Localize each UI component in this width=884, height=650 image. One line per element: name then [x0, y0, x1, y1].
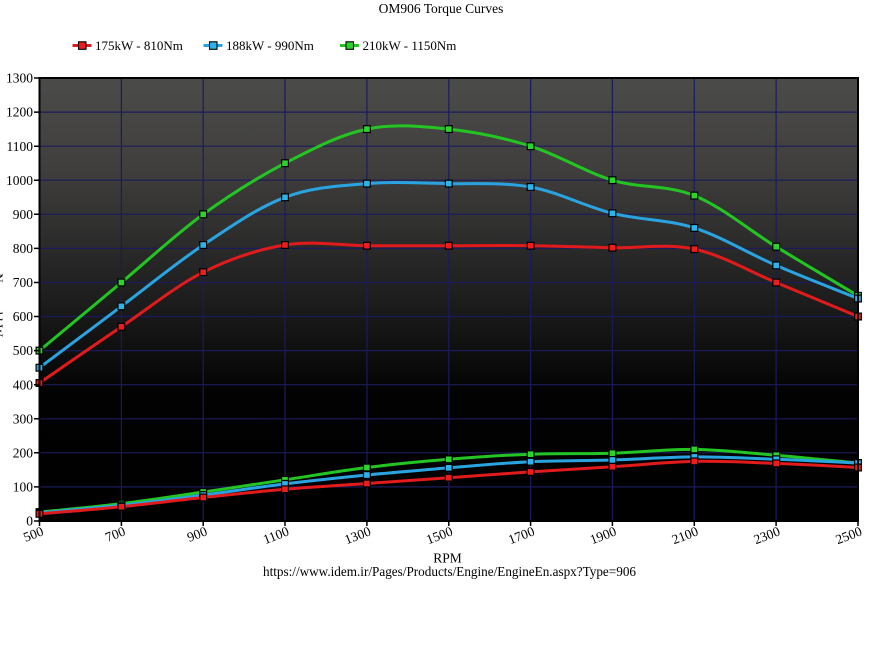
svg-text:1200: 1200: [6, 105, 33, 120]
svg-text:700: 700: [13, 275, 34, 290]
svg-text:RPM: RPM: [433, 551, 462, 566]
svg-text:210kW - 1150Nm: 210kW - 1150Nm: [363, 38, 457, 53]
svg-text:400: 400: [13, 377, 34, 392]
svg-text:1700: 1700: [506, 523, 537, 547]
svg-text:175kW - 810Nm: 175kW - 810Nm: [95, 38, 183, 53]
svg-text:100: 100: [13, 480, 34, 495]
svg-text:900: 900: [185, 523, 210, 544]
svg-text:https://www.idem.ir/Pages/Prod: https://www.idem.ir/Pages/Products/Engin…: [263, 564, 636, 579]
svg-text:800: 800: [13, 241, 34, 256]
svg-text:1900: 1900: [588, 523, 619, 547]
svg-text:2100: 2100: [670, 523, 701, 547]
svg-text:600: 600: [13, 309, 34, 324]
svg-text:300: 300: [13, 411, 34, 426]
svg-text:1000: 1000: [6, 173, 33, 188]
svg-text:700: 700: [103, 523, 128, 544]
svg-text:500: 500: [21, 523, 46, 544]
svg-text:2300: 2300: [752, 523, 783, 547]
svg-text:Nm and kW: Nm and kW: [0, 273, 6, 337]
svg-text:1100: 1100: [261, 523, 291, 547]
svg-text:188kW - 990Nm: 188kW - 990Nm: [226, 38, 314, 53]
svg-text:OM906 Torque Curves: OM906 Torque Curves: [379, 1, 504, 16]
svg-text:200: 200: [13, 445, 34, 460]
svg-text:1500: 1500: [424, 523, 455, 547]
svg-text:0: 0: [26, 514, 33, 529]
svg-text:1300: 1300: [342, 523, 373, 547]
svg-text:900: 900: [13, 207, 34, 222]
svg-text:2500: 2500: [833, 523, 864, 547]
svg-text:500: 500: [13, 343, 34, 358]
svg-text:1300: 1300: [6, 71, 33, 86]
svg-text:1100: 1100: [7, 139, 34, 154]
